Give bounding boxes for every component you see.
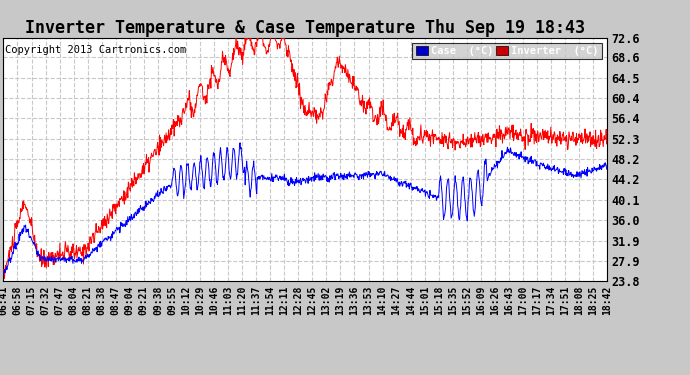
Legend: Case  (°C), Inverter  (°C): Case (°C), Inverter (°C) xyxy=(413,43,602,59)
Title: Inverter Temperature & Case Temperature Thu Sep 19 18:43: Inverter Temperature & Case Temperature … xyxy=(26,20,585,38)
Text: Copyright 2013 Cartronics.com: Copyright 2013 Cartronics.com xyxy=(5,45,186,55)
